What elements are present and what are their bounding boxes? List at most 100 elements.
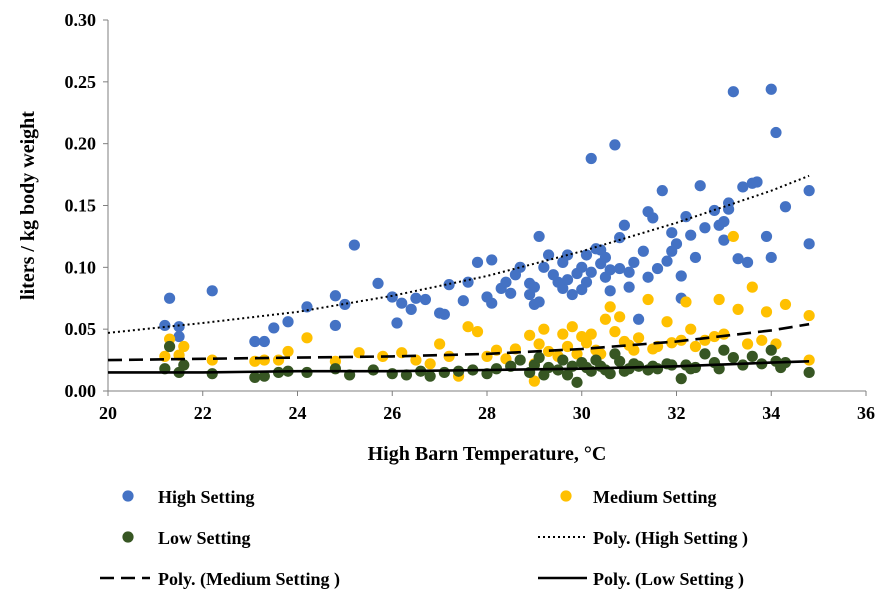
high-setting-point [689,251,702,264]
medium-setting-point [732,303,744,315]
medium-setting-point [434,338,446,350]
high-setting-point [580,276,593,288]
medium-setting-point [741,338,754,350]
high-setting-point [803,238,815,250]
medium-setting-point [528,375,540,387]
medium-setting-point [708,330,721,343]
high-setting-point [604,264,616,276]
low-setting-point [163,340,176,353]
medium-setting-point [803,309,815,322]
low-setting-point [727,352,739,364]
poly-high-setting-line [107,174,810,334]
high-setting-point [666,227,678,239]
legend-label: Poly. (Low Setting ) [593,569,744,590]
high-setting-point [633,313,645,325]
high-setting-point [391,317,403,329]
low-setting-point [803,366,815,379]
low-setting-point [178,359,190,371]
high-setting-point [163,292,176,304]
medium-setting-point [689,340,702,353]
tick-labels: 20 22 24 26 28 30 32 34 36 0.00 0.05 0.10 0.15 0.20 0.… [65,10,876,423]
legend-item: Poly. (Low Setting ) [538,569,744,590]
x-tick-label: 32 [668,403,686,423]
medium-setting-point [609,326,621,338]
high-setting-point [301,301,313,313]
medium-setting-point [471,326,484,338]
low-setting-point [249,371,261,383]
axes [103,19,867,396]
medium-setting-point [599,313,612,325]
low-setting-point [699,348,711,360]
x-tick-label: 28 [478,403,496,423]
low-setting-point [533,352,545,364]
low-setting-point [604,368,616,380]
high-setting-point [419,293,432,306]
medium-setting-point [661,316,673,328]
legend-item: Low Setting [122,528,251,548]
high-setting-point [770,126,782,139]
medium-setting-point [542,345,555,358]
y-tick-label: 0.25 [65,72,97,92]
high-setting-point [718,234,730,246]
high-setting-point [528,281,540,293]
high-setting-point [258,335,270,348]
legend: High Setting Medium Setting Low Setting Pol… [100,487,748,590]
high-setting-point [471,256,484,268]
high-setting-point [661,255,673,267]
high-setting-point [618,219,630,231]
high-setting-point [566,288,578,301]
high-setting-point [718,215,730,228]
medium-setting-point [760,306,773,318]
x-tick-label: 20 [99,403,117,423]
medium-setting-point [614,311,626,323]
high-setting-point [604,285,616,297]
medium-setting-point [746,281,758,293]
high-setting-point [765,83,777,95]
poly-low-setting-line [108,360,810,374]
high-setting-point [443,279,455,291]
high-setting-point [585,266,597,278]
medium-setting-point [353,347,365,359]
high-setting-point [685,229,697,241]
x-tick-label: 24 [289,403,307,423]
legend-label: High Setting [158,487,255,507]
high-setting-point [803,185,815,197]
medium-setting-point [680,296,692,308]
legend-item: Medium Setting [560,487,717,507]
medium-setting-point [803,354,815,366]
y-tick-label: 0.05 [65,319,97,339]
high-setting-point [637,245,649,257]
poly-medium-setting-line [107,322,810,362]
high-setting-point [675,270,687,282]
high-setting-point [765,251,777,264]
medium-setting-point [727,230,739,243]
high-setting-point [670,238,683,250]
x-tick-label: 34 [762,403,780,423]
medium-setting-point [571,348,583,360]
high-setting-point [760,230,773,243]
y-tick-label: 0.15 [65,196,97,216]
low-setting-point [765,344,777,356]
medium-setting-point [443,350,455,362]
y-axis-title: liters / kg body weight [17,111,39,300]
high-setting-point [268,322,280,334]
high-setting-point [680,211,692,223]
high-setting-point [614,232,626,244]
high-setting-point [723,197,735,209]
high-setting-point [329,290,341,302]
medium-setting-point [410,354,422,366]
medium-setting-point [718,328,730,340]
high-setting-point [751,176,763,188]
medium-setting-point [642,293,654,306]
high-setting-point [514,261,526,273]
trendlines [107,174,810,374]
high-setting-point [173,321,185,333]
data-points [159,83,815,388]
low-setting-point [689,361,702,374]
high-setting-point [405,303,417,315]
legend-item: Poly. (High Setting ) [538,528,748,549]
high-setting-point [410,292,422,304]
high-setting-point [249,335,261,348]
high-setting-point [580,249,593,261]
